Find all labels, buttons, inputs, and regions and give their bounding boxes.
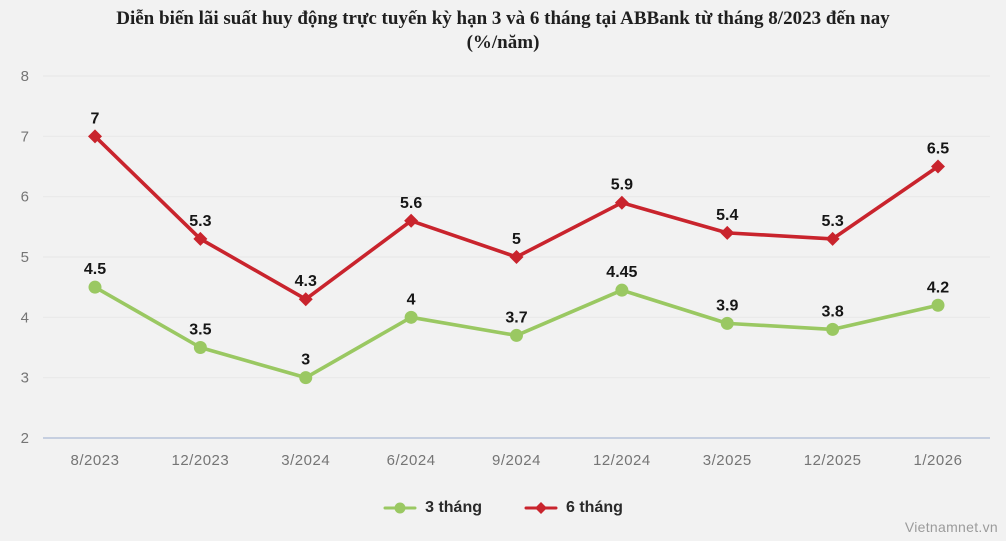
y-tick-label: 4 [21,309,29,326]
x-tick-label: 12/2023 [172,452,230,469]
legend-label-6-thang: 6 tháng [566,499,623,516]
data-point [298,292,313,307]
data-point-label: 4.5 [84,261,106,278]
y-tick-label: 5 [21,249,29,266]
legend-circle [394,502,406,514]
y-tick-label: 3 [21,370,29,387]
y-tick-label: 6 [21,189,29,206]
chart-title-block: Diễn biến lãi suất huy động trực tuyến k… [0,7,1006,55]
data-point-label: 5 [512,231,521,248]
legend-marker-circle-icon [383,502,417,514]
x-tick-label: 6/2024 [387,452,436,469]
legend-item-6-thang: 6 tháng [524,499,623,517]
data-point [88,280,102,294]
data-point [299,371,313,385]
legend-diamond [535,502,547,514]
data-point-label: 5.9 [611,177,633,194]
x-tick-label: 3/2025 [703,452,752,469]
data-point-label: 5.6 [400,195,422,212]
data-point [614,195,629,210]
data-point-label: 5.3 [189,213,211,230]
x-tick-label: 12/2025 [804,452,862,469]
data-point-label: 5.4 [716,207,738,224]
data-point [510,328,523,342]
series-line-1 [93,134,940,302]
data-point-label: 4.2 [927,279,949,296]
chart-title: Diễn biến lãi suất huy động trực tuyến k… [116,8,890,29]
x-tick-label: 9/2024 [492,452,541,469]
data-point [193,341,207,354]
data-point-label: 3.8 [822,303,844,320]
chart-subtitle: (%/năm) [466,32,540,53]
data-point [825,231,840,246]
data-point-label: 3 [301,352,310,369]
data-point [720,316,734,330]
data-point-label: 5.3 [822,213,844,230]
data-point [509,250,524,264]
data-point [931,159,945,174]
data-point [720,225,735,240]
x-tick-label: 1/2026 [914,452,963,469]
data-point [826,322,840,336]
x-tick-label: 8/2023 [71,452,120,469]
watermark: Vietnamnet.vn [904,519,998,535]
data-point-label: 4.45 [606,264,637,281]
data-point-label: 3.9 [716,297,738,314]
data-point [88,129,102,144]
data-point [615,283,629,297]
y-tick-label: 8 [21,68,29,85]
x-tick-label: 3/2024 [281,452,330,469]
y-tick-label: 2 [21,430,29,447]
chart-legend: 3 tháng 6 tháng [0,499,1006,517]
data-point-label: 4.3 [295,273,317,290]
legend-marker-diamond-icon [524,502,558,514]
data-point-label: 6.5 [927,141,949,158]
data-point [404,310,418,324]
data-point-label: 3.5 [189,322,211,339]
x-tick-label: 12/2024 [593,452,651,469]
y-tick-label: 7 [21,128,29,145]
data-point [404,213,419,228]
legend-label-3-thang: 3 tháng [425,499,482,516]
data-point [193,231,208,246]
data-point-label: 3.7 [505,309,527,326]
data-point [931,298,945,312]
data-point-label: 4 [407,291,416,308]
legend-item-3-thang: 3 tháng [383,499,482,517]
data-point-label: 7 [91,110,100,127]
